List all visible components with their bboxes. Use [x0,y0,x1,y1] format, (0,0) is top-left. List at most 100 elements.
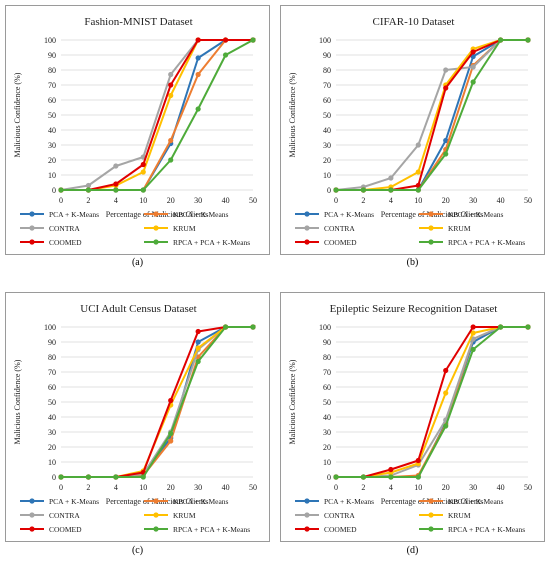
x-tick-label: 0 [59,483,63,492]
y-tick-label: 20 [48,443,56,452]
legend-swatch-marker [428,239,434,245]
data-point [388,466,394,473]
data-point [140,169,146,175]
x-tick-label: 4 [114,196,118,205]
x-tick-label: 40 [497,196,505,205]
data-point [195,345,201,351]
x-tick-label: 30 [469,483,477,492]
legend-label: RPCA + PCA + K-Means [173,525,250,534]
data-point [168,82,174,88]
legend-swatch-marker [304,239,310,245]
y-tick-label: 70 [323,81,331,90]
legend-label: CONTRA [49,224,80,233]
chart-b: CIFAR-10 Dataset Malicious Confidence (%)… [288,16,532,247]
data-point [140,161,146,168]
caption-d: (d) [406,545,419,556]
data-point [168,430,174,437]
x-tick-label: 20 [442,483,450,492]
x-tick-label: 10 [414,196,422,205]
data-point [195,37,201,43]
x-tick-label: 40 [497,483,505,492]
series-line [336,39,528,191]
data-point [85,474,92,480]
y-tick-label: 90 [323,338,331,347]
data-point [360,474,367,480]
data-point [195,71,201,78]
x-tick-label: 30 [194,483,202,492]
y-tick-label: 40 [323,413,331,422]
data-point [85,182,92,189]
data-point [443,137,449,144]
data-point [195,55,201,61]
y-tick-label: 90 [48,338,56,347]
data-point [195,328,201,335]
data-point [443,367,449,374]
data-point [140,474,146,480]
legend-swatch-marker [304,526,310,532]
chart-d: Epileptic Seizure Recognition Dataset Mal… [288,303,532,534]
series-line [335,39,528,191]
data-point [360,187,367,193]
chart-title: CIFAR-10 Dataset [373,16,455,28]
data-point [443,85,449,91]
chart-title: Epileptic Seizure Recognition Dataset [330,303,498,315]
data-point [470,49,476,55]
y-tick-label: 50 [323,111,331,120]
y-tick-label: 50 [48,111,56,120]
data-point [470,324,476,330]
data-point [250,37,256,43]
legend-label: COOMED [49,525,82,534]
data-point [443,423,449,429]
data-point [443,151,449,157]
x-tick-label: 50 [249,483,257,492]
chart-panel-b: CIFAR-10 Dataset Malicious Confidence (%)… [280,5,545,255]
y-tick-label: 70 [323,368,331,377]
data-point [140,187,146,193]
chart-title: UCI Adult Census Dataset [80,303,196,315]
y-tick-label: 0 [327,186,331,195]
y-tick-label: 0 [52,186,56,195]
x-tick-label: 20 [442,196,450,205]
legend-label: KPCA + K-Means [448,497,504,506]
y-tick-label: 60 [48,96,56,105]
legend-label: PCA + K-Means [49,210,99,219]
legend-label: KRUM [448,224,471,233]
data-point [497,37,504,43]
y-tick-label: 50 [323,398,331,407]
y-tick-label: 30 [323,428,331,437]
x-tick-label: 4 [389,196,393,205]
y-tick-label: 40 [323,126,331,135]
y-tick-label: 0 [52,473,56,482]
data-point [443,390,449,396]
y-tick-label: 100 [319,323,331,332]
data-point [250,324,256,330]
x-tick-label: 50 [249,196,257,205]
data-point [388,175,394,181]
y-tick-label: 10 [323,171,331,180]
chart-panel-c: UCI Adult Census Dataset Malicious Confid… [5,292,270,542]
x-tick-label: 0 [59,196,63,205]
legend-swatch-marker [29,211,35,217]
x-tick-label: 0 [334,196,338,205]
y-tick-label: 60 [48,383,56,392]
y-tick-label: 10 [48,171,56,180]
chart-panel-a: Fashion-MNIST Dataset Malicious Confidenc… [5,5,270,255]
data-point [388,474,394,480]
y-tick-label: 20 [323,156,331,165]
y-tick-label: 80 [323,66,331,75]
data-point [470,330,476,336]
y-tick-label: 10 [323,458,331,467]
legend-swatch-marker [153,211,159,217]
chart-title: Fashion-MNIST Dataset [84,16,192,28]
legend-label: PCA + K-Means [324,497,374,506]
y-axis-label: Malicious Confidence (%) [13,359,22,444]
caption-c: (c) [131,545,144,556]
y-tick-label: 10 [48,458,56,467]
y-tick-label: 20 [323,443,331,452]
data-point [113,474,119,480]
legend-swatch-marker [428,498,434,504]
y-tick-label: 30 [48,141,56,150]
x-tick-label: 2 [361,196,365,205]
y-tick-label: 50 [48,398,56,407]
data-point [168,438,174,444]
